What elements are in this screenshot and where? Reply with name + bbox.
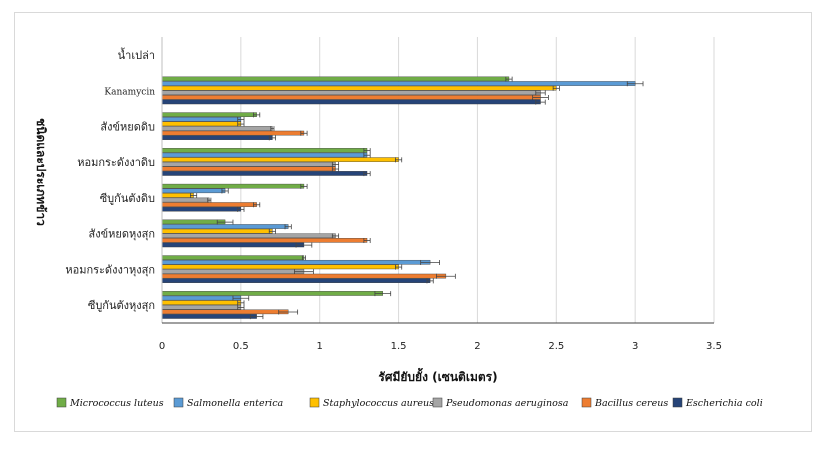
x-tick-label: 3.5 <box>706 341 722 352</box>
bar <box>161 193 194 198</box>
bar <box>161 206 242 212</box>
y-category-label: หอมกระดังงาดิบ <box>77 156 155 169</box>
bar <box>161 269 305 274</box>
legend-swatch <box>309 397 320 408</box>
bar <box>161 171 368 176</box>
y-category-label: หอมกระดังงาหุงสุก <box>65 263 155 276</box>
bar <box>161 126 273 131</box>
x-tick-label: 1 <box>317 341 323 352</box>
legend-swatch <box>173 397 184 408</box>
bar <box>161 152 368 158</box>
bar <box>161 116 242 122</box>
bar <box>161 273 447 279</box>
x-axis-title: รัศมียับยั้ง (เซนติเมตร) <box>378 367 497 384</box>
bar <box>161 81 636 86</box>
bar <box>161 166 336 172</box>
legend-swatch <box>581 397 592 408</box>
bar <box>161 309 289 315</box>
bar <box>161 219 226 225</box>
bar <box>161 224 289 229</box>
x-tick-label: 3 <box>632 341 638 352</box>
legend-swatch <box>672 397 683 408</box>
legend-swatch <box>56 397 67 408</box>
x-tick-label: 0.5 <box>233 341 249 352</box>
bar <box>161 76 510 82</box>
legend-label: Pseudomonas aeruginosa <box>445 398 569 409</box>
y-category-label: ซีบูกันตังดิบ <box>100 192 155 205</box>
chart-frame: 0 0.5 1 1.5 2 2.5 3 3.5 น้ำเปล่า Kanamycin สังข์หย… <box>14 12 812 432</box>
bar <box>161 314 257 319</box>
bar <box>161 135 273 140</box>
bar <box>161 238 368 243</box>
bar <box>161 242 305 248</box>
bar <box>161 304 242 310</box>
y-category-label: Kanamycin <box>104 88 155 98</box>
bar <box>161 255 305 260</box>
bar <box>161 188 226 194</box>
bar <box>161 99 541 105</box>
bar <box>161 197 210 203</box>
bar <box>161 130 305 136</box>
legend-label: Micrococcus luteus <box>69 398 164 409</box>
bar <box>161 157 399 162</box>
bar-chart: 0 0.5 1 1.5 2 2.5 3 3.5 น้ำเปล่า Kanamycin สังข์หย… <box>34 37 763 409</box>
legend-label: Bacillus cereus <box>594 398 668 409</box>
bar <box>161 259 431 265</box>
y-axis-title: ชนิดและประเภทข้าว <box>34 118 48 226</box>
y-category-label: ซีบูกันตังหุงสุก <box>88 299 155 312</box>
legend-label: Escherichia coli <box>685 398 763 409</box>
bar <box>161 95 541 100</box>
bar <box>161 183 305 189</box>
x-tick-label: 2.5 <box>548 341 564 352</box>
bar <box>161 233 336 239</box>
x-tick-label: 2 <box>474 341 480 352</box>
bar <box>161 90 541 96</box>
legend-swatch <box>432 397 443 408</box>
bar <box>161 202 257 207</box>
bar <box>161 85 557 91</box>
x-tick-label: 1.5 <box>391 341 407 352</box>
y-category-label: น้ำเปล่า <box>118 47 155 62</box>
bar <box>161 121 242 127</box>
y-category-label: สังข์หยดหุงสุก <box>89 228 155 241</box>
legend-label: Staphylococcus aureus <box>323 398 434 409</box>
bar <box>161 148 368 153</box>
bar <box>161 291 384 296</box>
bar <box>161 295 242 301</box>
y-category-label: สังข์หยดดิบ <box>100 120 155 133</box>
bar <box>161 161 336 167</box>
legend-label: Salmonella enterica <box>187 398 284 409</box>
bar <box>161 228 273 234</box>
x-tick-label: 0 <box>159 341 165 352</box>
bar <box>161 112 257 117</box>
bar <box>161 300 242 305</box>
bar <box>161 278 431 283</box>
bar <box>161 264 399 270</box>
